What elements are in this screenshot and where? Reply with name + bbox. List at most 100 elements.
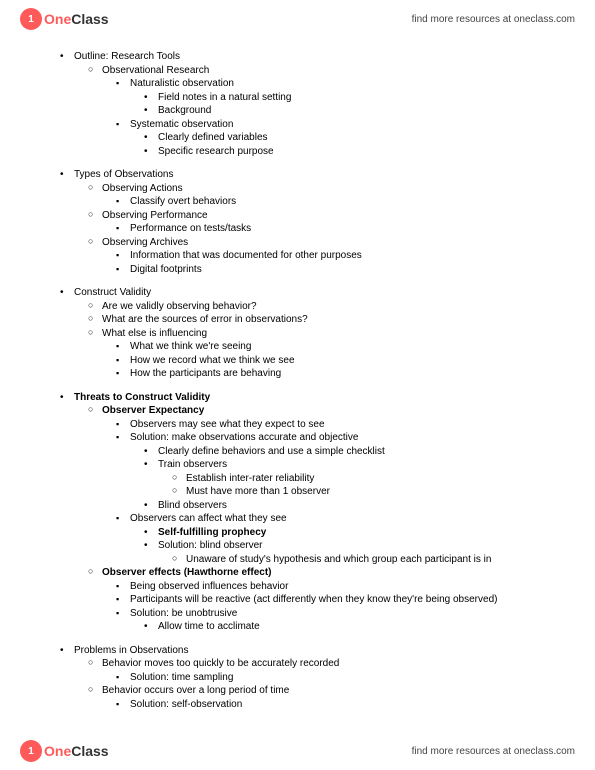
outline-item: Threats to Construct Validity [60,391,555,405]
outline-text: Observing Archives [102,237,188,248]
outline-text: Solution: time sampling [130,672,233,683]
outline-text: What else is influencing [102,328,207,339]
outline-item: Observing Actions [88,182,555,196]
brand-name-one: One [44,11,71,27]
outline-item: Observer Expectancy [88,404,555,418]
logo-letter: 1 [28,746,34,757]
outline-item: Solution: be unobtrusive [116,607,555,621]
outline-text: Behavior occurs over a long period of ti… [102,685,289,696]
outline-text: Naturalistic observation [130,78,234,89]
brand-logo: 1 OneClass [20,8,109,30]
outline-text: Types of Observations [74,169,174,180]
logo-mark-icon: 1 [20,8,42,30]
outline-item: Classify overt behaviors [116,195,555,209]
outline-item: Solution: blind observer [144,539,555,553]
resources-link-top[interactable]: find more resources at oneclass.com [412,14,575,25]
logo-letter: 1 [28,14,34,25]
outline-text: Being observed influences behavior [130,581,288,592]
outline-item: Are we validly observing behavior? [88,300,555,314]
outline-text: Must have more than 1 observer [186,486,330,497]
outline-text: What we think we're seeing [130,341,251,352]
page-footer: 1 OneClass find more resources at onecla… [0,732,595,770]
outline-item: Field notes in a natural setting [144,91,555,105]
brand-name-class: Class [71,743,108,759]
outline-text: Classify overt behaviors [130,196,236,207]
outline-text: Blind observers [158,500,227,511]
outline-item: Clearly define behaviors and use a simpl… [144,445,555,459]
outline-text: Observers can affect what they see [130,513,287,524]
outline-text: Clearly defined variables [158,132,268,143]
outline-item: Observing Performance [88,209,555,223]
outline-text: Observer Expectancy [102,405,204,416]
outline-item: Systematic observation [116,118,555,132]
outline-text: Performance on tests/tasks [130,223,251,234]
outline-item: Information that was documented for othe… [116,249,555,263]
outline-text: Observers may see what they expect to se… [130,419,325,430]
logo-mark-icon: 1 [20,740,42,762]
resources-link-bottom[interactable]: find more resources at oneclass.com [412,746,575,757]
outline-item: Establish inter-rater reliability [172,472,555,486]
outline-text: Participants will be reactive (act diffe… [130,594,497,605]
outline-text: Field notes in a natural setting [158,92,291,103]
outline-text: Digital footprints [130,264,202,275]
outline-text: Background [158,105,211,116]
outline-text: Solution: blind observer [158,540,263,551]
outline-item: What we think we're seeing [116,340,555,354]
outline-item: Digital footprints [116,263,555,277]
outline-text: Threats to Construct Validity [74,392,210,403]
outline-text: Observing Actions [102,183,183,194]
outline-item: Construct Validity [60,286,555,300]
outline-text: Information that was documented for othe… [130,250,362,261]
outline-text: How the participants are behaving [130,368,281,379]
outline-text: Observational Research [102,65,209,76]
outline-item: What are the sources of error in observa… [88,313,555,327]
page-header: 1 OneClass find more resources at onecla… [0,0,595,38]
brand-name: OneClass [44,743,109,759]
outline-item: Train observers [144,458,555,472]
outline-text: Observing Performance [102,210,208,221]
outline-text: Construct Validity [74,287,151,298]
outline-item: Observers can affect what they see [116,512,555,526]
outline-item: Performance on tests/tasks [116,222,555,236]
outline-item: Clearly defined variables [144,131,555,145]
outline-item: Observers may see what they expect to se… [116,418,555,432]
outline-text: Self-fulfilling prophecy [158,527,266,538]
outline-text: Outline: Research Tools [74,51,180,62]
outline-item: Self-fulfilling prophecy [144,526,555,540]
outline-item: Observational Research [88,64,555,78]
outline-text: Behavior moves too quickly to be accurat… [102,658,339,669]
outline-item: Participants will be reactive (act diffe… [116,593,555,607]
outline-item: How the participants are behaving [116,367,555,381]
brand-name-class: Class [71,11,108,27]
outline-item: Specific research purpose [144,145,555,159]
outline-text: Systematic observation [130,119,233,130]
outline-text: Solution: self-observation [130,699,242,710]
outline-text: Solution: be unobtrusive [130,608,237,619]
outline-item: Being observed influences behavior [116,580,555,594]
outline-text: Observer effects (Hawthorne effect) [102,567,272,578]
outline-item: Solution: make observations accurate and… [116,431,555,445]
outline-item: Allow time to acclimate [144,620,555,634]
outline-text: Specific research purpose [158,146,274,157]
brand-name-one: One [44,743,71,759]
outline-item: Behavior occurs over a long period of ti… [88,684,555,698]
outline-text: Clearly define behaviors and use a simpl… [158,446,385,457]
outline-item: Must have more than 1 observer [172,485,555,499]
outline-item: Background [144,104,555,118]
outline-item: Outline: Research Tools [60,50,555,64]
brand-logo-footer: 1 OneClass [20,740,109,762]
outline-item: Behavior moves too quickly to be accurat… [88,657,555,671]
document-content: Outline: Research Tools Observational Res… [60,50,555,730]
outline-item: Naturalistic observation [116,77,555,91]
outline-text: Allow time to acclimate [158,621,260,632]
outline-text: Unaware of study's hypothesis and which … [186,554,491,565]
outline-item: Observing Archives [88,236,555,250]
outline-item: Solution: time sampling [116,671,555,685]
outline-text: Establish inter-rater reliability [186,473,314,484]
outline-text: How we record what we think we see [130,355,295,366]
outline-text: Train observers [158,459,227,470]
brand-name: OneClass [44,11,109,27]
outline-text: Problems in Observations [74,645,189,656]
outline-list: Outline: Research Tools Observational Res… [60,50,555,711]
outline-item: What else is influencing [88,327,555,341]
